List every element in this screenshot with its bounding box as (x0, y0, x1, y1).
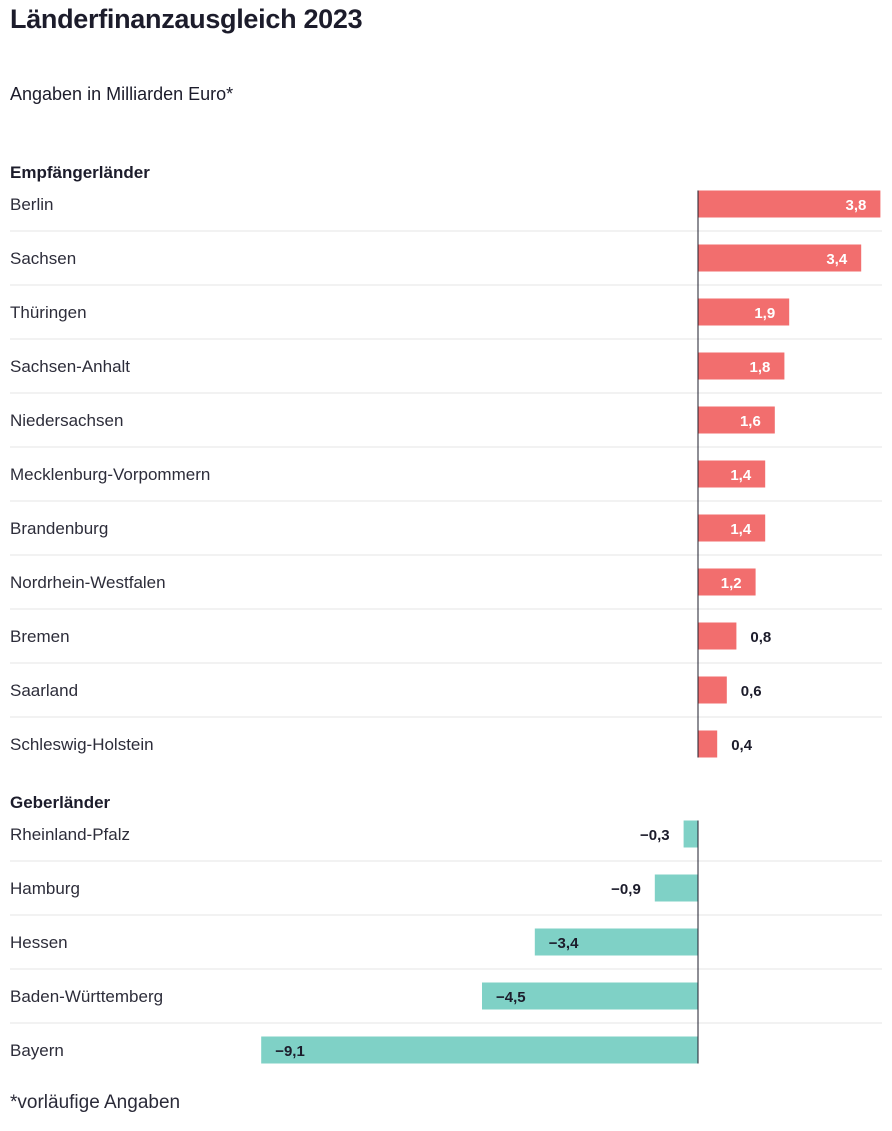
category-label: Baden-Württemberg (10, 987, 163, 1006)
bar (698, 514, 766, 542)
bar (683, 820, 698, 848)
bar (698, 568, 756, 596)
data-label: 3,8 (846, 197, 867, 214)
chart-subtitle: Angaben in Milliarden Euro* (10, 84, 234, 104)
bar (698, 190, 881, 218)
data-label: 1,6 (740, 413, 761, 430)
category-label: Thüringen (10, 303, 87, 322)
data-label: −4,5 (496, 989, 526, 1006)
bar (698, 460, 766, 488)
footnote: *vorläufige Angaben (10, 1092, 181, 1113)
data-label: 0,8 (750, 629, 771, 646)
category-label: Schleswig-Holstein (10, 735, 154, 754)
section-label: Empfängerländer (10, 163, 150, 182)
chart-title: Länderfinanzausgleich 2023 (10, 4, 363, 34)
bar (654, 874, 698, 902)
bar (482, 982, 698, 1010)
category-label: Sachsen-Anhalt (10, 357, 130, 376)
category-label: Rheinland-Pfalz (10, 825, 130, 844)
bar (698, 730, 718, 758)
category-label: Bremen (10, 627, 70, 646)
data-label: 3,4 (826, 251, 848, 268)
data-label: −9,1 (275, 1043, 305, 1060)
bar (534, 928, 698, 956)
category-label: Berlin (10, 195, 53, 214)
category-label: Mecklenburg-Vorpommern (10, 465, 210, 484)
bar (698, 622, 737, 650)
section-label: Geberländer (10, 793, 111, 812)
category-label: Brandenburg (10, 519, 108, 538)
data-label: 1,8 (750, 359, 771, 376)
category-label: Bayern (10, 1041, 64, 1060)
bar (698, 406, 775, 434)
bar (698, 352, 785, 380)
data-label: −0,9 (611, 881, 641, 898)
category-label: Nordrhein-Westfalen (10, 573, 166, 592)
data-label: −0,3 (640, 827, 670, 844)
category-label: Hamburg (10, 879, 80, 898)
category-label: Hessen (10, 933, 68, 952)
bar (698, 244, 862, 272)
data-label: 0,6 (741, 683, 762, 700)
data-label: 0,4 (731, 737, 753, 754)
category-label: Sachsen (10, 249, 76, 268)
bar (698, 298, 790, 326)
category-label: Saarland (10, 681, 78, 700)
bar (261, 1036, 698, 1064)
category-label: Niedersachsen (10, 411, 123, 430)
bar (698, 676, 727, 704)
data-label: 1,4 (730, 467, 752, 484)
data-label: 1,4 (730, 521, 752, 538)
data-label: 1,2 (721, 575, 742, 592)
data-label: 1,9 (754, 305, 775, 322)
data-label: −3,4 (549, 935, 579, 952)
